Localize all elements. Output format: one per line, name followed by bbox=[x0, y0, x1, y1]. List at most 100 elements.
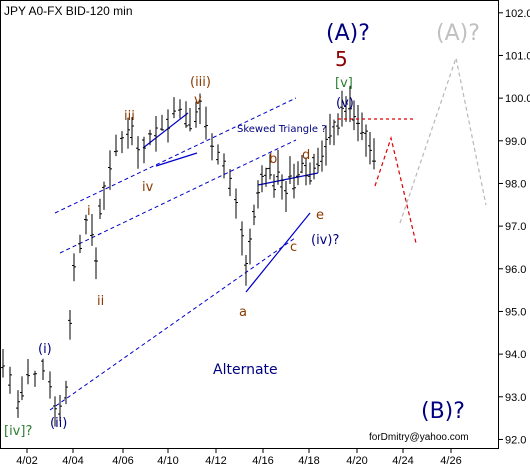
candle bbox=[368, 131, 372, 165]
candle bbox=[308, 162, 312, 185]
candle bbox=[280, 174, 284, 200]
label-wave-i: i bbox=[87, 204, 91, 219]
y-tick-label: 97.0 bbox=[505, 221, 526, 233]
candle bbox=[252, 204, 256, 226]
candle bbox=[94, 247, 98, 280]
candle bbox=[204, 106, 208, 140]
candle bbox=[222, 153, 226, 179]
channel-upper-line bbox=[54, 97, 297, 214]
label-tri-c: c bbox=[290, 240, 297, 255]
label-paren-ii: (ii) bbox=[50, 416, 67, 431]
label-paren-i: (i) bbox=[38, 342, 52, 357]
label-bracket-iv: [iv]? bbox=[4, 424, 32, 439]
candle bbox=[344, 96, 348, 122]
candle bbox=[16, 390, 20, 418]
candle bbox=[78, 234, 82, 253]
candle bbox=[98, 198, 102, 220]
y-tick-label: 93.0 bbox=[505, 392, 526, 404]
candle bbox=[90, 214, 94, 246]
x-tick-label: 4/04 bbox=[62, 455, 83, 467]
candle bbox=[20, 376, 24, 401]
triangle-lower-line bbox=[245, 212, 311, 293]
x-tick-label: 4/06 bbox=[112, 455, 133, 467]
candle bbox=[184, 101, 188, 128]
label-paren-iii: (iii) bbox=[190, 75, 211, 90]
candle bbox=[178, 99, 182, 119]
candle bbox=[272, 174, 276, 198]
label-bracket-v: [v] bbox=[335, 76, 353, 91]
candle bbox=[288, 156, 292, 184]
candle bbox=[130, 117, 134, 146]
y-tick-label: 101.0 bbox=[505, 50, 530, 62]
plot-area bbox=[0, 0, 499, 449]
candle bbox=[8, 366, 12, 394]
candle bbox=[41, 358, 45, 380]
candle bbox=[120, 131, 124, 154]
candle bbox=[114, 134, 118, 157]
channel-middle-line bbox=[59, 139, 297, 254]
candle bbox=[352, 100, 356, 131]
label-wave-iii: iii bbox=[124, 109, 135, 124]
candle bbox=[340, 90, 344, 127]
candle bbox=[240, 221, 244, 256]
forecast-red-path bbox=[374, 135, 417, 244]
label-big-a: (A)? bbox=[326, 21, 370, 46]
candle bbox=[336, 113, 340, 136]
candle bbox=[284, 181, 288, 212]
label-paren-iv: (iv)? bbox=[311, 233, 339, 248]
candle bbox=[58, 395, 62, 421]
triangle-upper-line bbox=[257, 172, 319, 186]
candle bbox=[328, 113, 332, 145]
candle bbox=[292, 163, 296, 199]
label-wave-iv: iv bbox=[142, 180, 154, 195]
y-tick-label: 102.0 bbox=[505, 8, 530, 20]
trend-channels bbox=[49, 97, 297, 411]
y-tick-label: 98.0 bbox=[505, 178, 526, 190]
candle bbox=[332, 119, 336, 146]
candle bbox=[268, 154, 272, 180]
candle bbox=[198, 93, 202, 125]
label-paren-v: (v) bbox=[336, 96, 354, 111]
candle bbox=[364, 124, 368, 157]
candle bbox=[72, 253, 76, 282]
candle bbox=[210, 133, 214, 161]
y-tick-label: 92.0 bbox=[505, 434, 526, 446]
x-tick-label: 4/10 bbox=[157, 455, 178, 467]
candle bbox=[160, 114, 164, 131]
candle bbox=[234, 188, 238, 219]
candle bbox=[216, 144, 220, 165]
candle bbox=[68, 310, 72, 340]
candle bbox=[316, 147, 320, 173]
label-wave-v: v bbox=[194, 93, 202, 108]
candle bbox=[154, 116, 158, 152]
candle bbox=[300, 155, 304, 174]
chart-title: JPY A0-FX BID-120 min bbox=[4, 4, 133, 18]
candle bbox=[26, 359, 30, 385]
candle bbox=[296, 161, 300, 186]
candle bbox=[312, 153, 316, 180]
candle bbox=[188, 108, 192, 132]
x-tick-label: 4/20 bbox=[346, 455, 367, 467]
candle bbox=[348, 85, 352, 123]
x-tick-label: 4/16 bbox=[252, 455, 273, 467]
candle bbox=[136, 136, 140, 169]
x-tick-label: 4/12 bbox=[205, 455, 226, 467]
y-axis: 102.0 101.0 100.0 99.0 98.0 97.0 96.0 95.0 94.0 9… bbox=[498, 8, 530, 446]
candle bbox=[172, 97, 176, 119]
candle bbox=[320, 140, 324, 172]
candle bbox=[244, 254, 248, 286]
candle bbox=[248, 228, 252, 265]
credit-text: forDmitry@yahoo.com bbox=[369, 432, 469, 443]
label-tri-a: a bbox=[239, 305, 247, 320]
candle bbox=[264, 167, 268, 187]
candle bbox=[166, 109, 170, 143]
price-candles bbox=[1, 85, 376, 427]
y-tick-label: 100.0 bbox=[505, 93, 530, 105]
label-wave-ii: ii bbox=[97, 294, 104, 309]
label-count-five: 5 bbox=[335, 47, 348, 71]
candle bbox=[324, 125, 328, 166]
label-tri-b: b bbox=[269, 152, 277, 167]
candle bbox=[256, 180, 260, 209]
candle bbox=[142, 136, 146, 164]
